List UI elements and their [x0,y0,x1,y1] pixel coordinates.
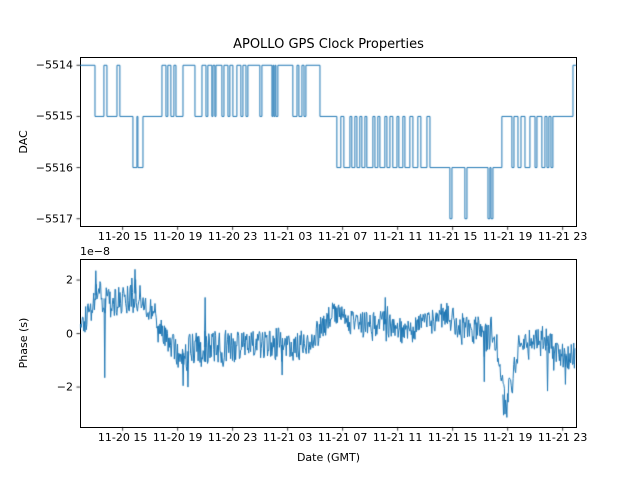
dac-x-tick-label: 11-21 19 [482,230,533,243]
date-axis-label: Date (GMT) [296,451,361,464]
figure-title: APOLLO GPS Clock Properties [233,37,424,52]
dac-x-tick-label: 11-20 15 [97,230,148,243]
phase-x-tick-label: 11-21 03 [262,431,313,444]
phase-x-tick-label: 11-21 15 [427,431,478,444]
phase-y-tick-label: −2 [56,380,73,394]
phase-x-tick-label: 11-20 23 [207,431,258,444]
phase-x-tick-label: 11-21 07 [317,431,368,444]
phase-y-tick-label: 0 [66,327,73,341]
phase-offset-text: 1e−8 [80,245,110,258]
dac-x-tick-label: 11-21 15 [427,230,478,243]
phase-x-tick-label: 11-21 19 [482,431,533,444]
phase-x-tick-label: 11-20 19 [152,431,203,444]
dac-x-tick-label: 11-21 07 [317,230,368,243]
phase-x-tick-label: 11-21 11 [372,431,423,444]
phase-x-tick-label: 11-21 23 [537,431,588,444]
phase-x-tick-label: 11-20 15 [97,431,148,444]
dac-axis-label: DAC [17,130,30,154]
dac-x-tick-label: 11-20 19 [152,230,203,243]
dac-x-tick-label: 11-20 23 [207,230,258,243]
dac-y-tick-label: −5516 [35,161,73,175]
dac-y-tick-label: −5515 [35,109,73,123]
dac-y-tick-label: −5517 [35,212,73,226]
dac-x-tick-label: 11-21 11 [372,230,423,243]
phase-y-tick-label: 2 [66,273,73,287]
dac-x-tick-label: 11-21 23 [537,230,588,243]
dac-x-tick-label: 11-21 03 [262,230,313,243]
dac-y-tick-label: −5514 [35,58,73,72]
phase-axis-label: Phase (s) [17,317,30,369]
